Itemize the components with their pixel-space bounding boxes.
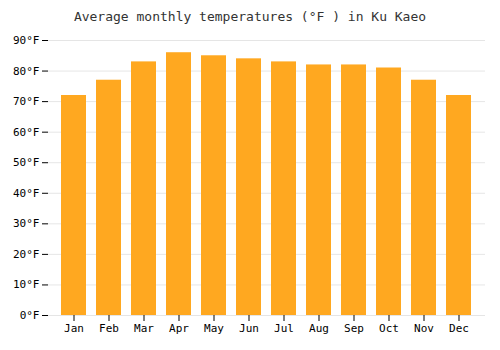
svg-text:Jul: Jul bbox=[274, 322, 294, 335]
svg-text:30°F: 30°F bbox=[13, 217, 40, 230]
svg-text:Jan: Jan bbox=[64, 322, 84, 335]
svg-text:Oct: Oct bbox=[379, 322, 399, 335]
svg-text:40°F: 40°F bbox=[13, 187, 40, 200]
svg-text:70°F: 70°F bbox=[13, 95, 40, 108]
svg-text:80°F: 80°F bbox=[13, 65, 40, 78]
html-text:Average monthly temperatures (: Average monthly temperatures (°F ) in Ku… bbox=[73, 9, 427, 24]
svg-text:20°F: 20°F bbox=[13, 248, 40, 261]
svg-text:Apr: Apr bbox=[169, 322, 189, 335]
svg-text:Mar: Mar bbox=[134, 322, 154, 335]
svg-text:60°F: 60°F bbox=[13, 126, 40, 139]
svg-text:50°F: 50°F bbox=[13, 156, 40, 169]
svg-text:Aug: Aug bbox=[309, 322, 329, 335]
svg-text:0°F: 0°F bbox=[20, 309, 40, 322]
svg-text:Jun: Jun bbox=[239, 322, 259, 335]
svg-text:Nov: Nov bbox=[414, 322, 434, 335]
svg-text:Dec: Dec bbox=[449, 322, 469, 335]
svg-text:Feb: Feb bbox=[99, 322, 119, 335]
svg-text:Sep: Sep bbox=[344, 322, 364, 335]
svg-text:May: May bbox=[204, 322, 224, 335]
svg-text:90°F: 90°F bbox=[13, 34, 40, 47]
svg-text:10°F: 10°F bbox=[13, 278, 40, 291]
